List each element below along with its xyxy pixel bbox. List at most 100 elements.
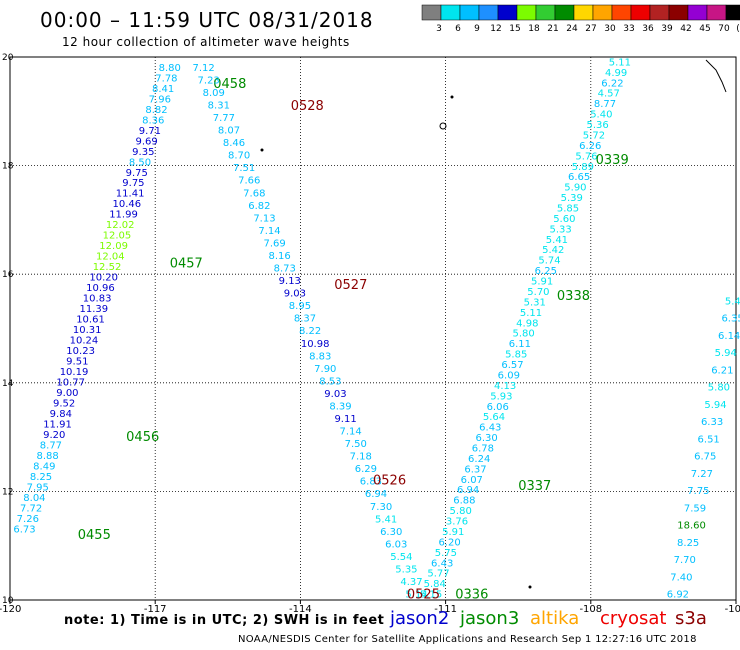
legend-altika: altika bbox=[530, 608, 580, 629]
swh-value: 8.46 bbox=[223, 138, 245, 149]
swh-value: 7.51 bbox=[233, 163, 255, 174]
swh-value: 6.29 bbox=[355, 464, 377, 475]
swh-value: 6.51 bbox=[698, 434, 720, 445]
island bbox=[439, 122, 447, 130]
swh-value: 6.35 bbox=[721, 314, 740, 325]
swh-value: 9.75 bbox=[126, 168, 148, 179]
swh-value: 7.95 bbox=[27, 482, 49, 493]
swh-value: 9.71 bbox=[139, 126, 161, 137]
swh-value: 8.22 bbox=[299, 326, 321, 337]
chart-subtitle: 12 hour collection of altimeter wave hei… bbox=[62, 35, 350, 49]
pass-time-label: 0336 bbox=[455, 588, 488, 603]
swh-value: 5.85 bbox=[557, 204, 579, 215]
legend-cryosat: cryosat bbox=[600, 608, 667, 629]
swh-value: 6.14 bbox=[718, 331, 740, 342]
swh-value: 10.98 bbox=[301, 339, 330, 350]
pass-time-label: 0528 bbox=[291, 99, 324, 114]
swh-value: 5.94 bbox=[704, 400, 726, 411]
swh-value: 8.07 bbox=[218, 126, 240, 137]
colorbar-label: 45 bbox=[699, 24, 710, 34]
colorbar-swatch bbox=[725, 4, 740, 21]
island bbox=[450, 95, 454, 99]
swh-value: 6.78 bbox=[472, 443, 494, 454]
swh-value: 12.05 bbox=[103, 231, 132, 242]
swh-value: 11.41 bbox=[116, 189, 145, 200]
y-tick-label: 20 bbox=[2, 53, 14, 63]
swh-value: 7.59 bbox=[684, 503, 706, 514]
swh-value: 8.83 bbox=[309, 351, 331, 362]
swh-value: 6.33 bbox=[701, 417, 723, 428]
swh-value: 6.57 bbox=[501, 360, 523, 371]
swh-value: 7.30 bbox=[370, 502, 392, 513]
swh-value: 5.39 bbox=[561, 193, 583, 204]
colorbar-label: 42 bbox=[680, 24, 691, 34]
swh-value: 7.14 bbox=[258, 226, 280, 237]
swh-value: 8.95 bbox=[289, 301, 311, 312]
swh-value: 8.80 bbox=[159, 63, 181, 74]
swh-value: 5.91 bbox=[442, 527, 464, 538]
swh-value: 10.77 bbox=[56, 378, 85, 389]
swh-value: 10.23 bbox=[66, 346, 95, 357]
swh-value: 9.69 bbox=[135, 136, 157, 147]
swh-value: 5.72 bbox=[583, 130, 605, 141]
swh-value: 5.11 bbox=[609, 57, 631, 68]
swh-value: 8.37 bbox=[294, 314, 316, 325]
swh-value: 9.20 bbox=[43, 430, 65, 441]
swh-value: 5.90 bbox=[564, 183, 586, 194]
swh-value: 7.13 bbox=[253, 213, 275, 224]
swh-value: 7.72 bbox=[20, 503, 42, 514]
island bbox=[260, 148, 264, 152]
swh-value: 6.21 bbox=[711, 365, 733, 376]
swh-value: 5.31 bbox=[524, 297, 546, 308]
swh-value: 12.02 bbox=[106, 220, 135, 231]
colorbar-label: 18 bbox=[528, 24, 540, 34]
swh-value: 6.88 bbox=[453, 496, 475, 507]
swh-value: 7.75 bbox=[687, 486, 709, 497]
swh-value: 6.92 bbox=[667, 590, 689, 601]
swh-value: 5.94 bbox=[715, 348, 737, 359]
swh-value: 8.73 bbox=[274, 264, 296, 275]
swh-value: 9.84 bbox=[50, 409, 72, 420]
swh-value: 5.75 bbox=[435, 548, 457, 559]
colorbar-label: 9 bbox=[474, 24, 480, 34]
swh-value: 6.37 bbox=[464, 464, 486, 475]
swh-value: 7.50 bbox=[345, 439, 367, 450]
swh-value: 5.40 bbox=[590, 110, 612, 121]
swh-value: 5.60 bbox=[553, 214, 575, 225]
x-tick-label: -114 bbox=[289, 604, 312, 615]
legend-jason2: jason2 bbox=[390, 608, 450, 629]
colorbar-label: 36 bbox=[642, 24, 654, 34]
swh-value: 5.91 bbox=[531, 277, 553, 288]
swh-value: 6.26 bbox=[579, 141, 601, 152]
swh-value: 6.83 bbox=[360, 477, 382, 488]
footnote: note: 1) Time is in UTC; 2) SWH is in fe… bbox=[64, 613, 385, 628]
swh-value: 7.77 bbox=[213, 113, 235, 124]
colorbar-label: 6 bbox=[455, 24, 461, 34]
swh-value: 6.11 bbox=[509, 339, 531, 350]
swh-value: 11.99 bbox=[109, 210, 138, 221]
swh-value: 18.60 bbox=[677, 521, 706, 532]
swh-value: 8.41 bbox=[152, 84, 174, 95]
swh-value: 6.24 bbox=[468, 454, 490, 465]
swh-value: 6.94 bbox=[365, 489, 387, 500]
swh-value: 11.91 bbox=[43, 420, 72, 431]
colorbar-label: 70 bbox=[718, 24, 730, 34]
x-tick-label: -105 bbox=[725, 604, 740, 615]
swh-value: 8.09 bbox=[203, 88, 225, 99]
swh-value: 10.96 bbox=[86, 283, 115, 294]
swh-value: 6.07 bbox=[461, 475, 483, 486]
swh-value: 6.43 bbox=[479, 423, 501, 434]
swh-value: 8.70 bbox=[228, 151, 250, 162]
swh-value: 8.25 bbox=[30, 472, 52, 483]
pass-time-label: 0525 bbox=[407, 588, 440, 603]
colorbar-label: 30 bbox=[604, 24, 616, 34]
pass-time-label: 0458 bbox=[213, 77, 246, 92]
swh-value: 10.31 bbox=[73, 325, 102, 336]
plot-frame bbox=[9, 56, 737, 601]
swh-value: 5.41 bbox=[375, 514, 397, 525]
swh-value: 5.74 bbox=[538, 256, 560, 267]
swh-value: 7.14 bbox=[340, 427, 362, 438]
